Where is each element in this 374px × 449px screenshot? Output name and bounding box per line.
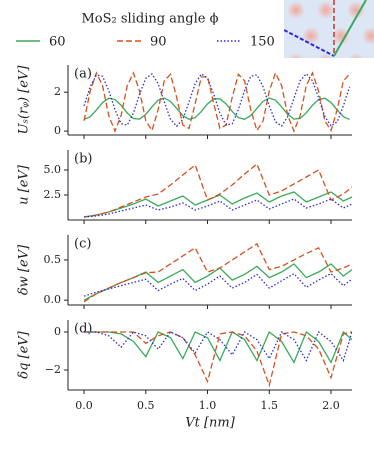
panel: −2 0 0.0 0.5 1.0 1.5 2.0 (d) δq [eV] Vt [nm] — [17, 320, 352, 431]
legend-label: 90 — [150, 35, 167, 50]
x-tick-label: 1.5 — [261, 399, 279, 412]
series-line — [83, 97, 350, 121]
panel: 0.0 0.5 (c) δw [eV] — [17, 235, 352, 309]
legend-title: MoS₂ sliding angle ϕ — [82, 12, 219, 27]
y-tick-label: 2 — [54, 85, 61, 98]
series-line — [83, 71, 350, 133]
y-axis-label: u [eV] — [17, 164, 32, 205]
legend: 60 90 150 — [16, 35, 275, 50]
panel-label: (b) — [74, 152, 92, 167]
x-tick-label: 0.5 — [137, 399, 155, 412]
plots: 0 2 (a) Uₛ(rᵩ) [eV] 2.5 5.0 (b) u [eV] 0.0 0.5 (c)… — [17, 65, 352, 431]
y-tick-label: 0 — [54, 124, 61, 137]
x-tick-label: 2.0 — [322, 399, 340, 412]
legend-label: 60 — [49, 35, 66, 50]
y-tick-label: 0.0 — [44, 293, 62, 306]
panel-label: (d) — [74, 322, 92, 337]
y-tick-label: 0 — [54, 325, 61, 338]
y-axis-label: δw [eV] — [17, 244, 32, 295]
y-tick-label: 2.5 — [44, 188, 62, 201]
series-line — [83, 272, 352, 297]
inset-image — [284, 0, 374, 58]
legend-label: 150 — [250, 35, 275, 50]
x-axis-label: Vt [nm] — [185, 416, 236, 431]
y-axis-label: δq [eV] — [17, 330, 32, 378]
series-line — [84, 330, 352, 363]
panel-label: (a) — [74, 67, 92, 82]
y-axis-label: Uₛ(rᵩ) [eV] — [17, 65, 32, 135]
x-tick-label: 1.0 — [199, 399, 217, 412]
series-line — [83, 162, 352, 218]
series-line — [84, 330, 352, 364]
y-tick-label: −2 — [45, 363, 61, 376]
panel: 0 2 (a) Uₛ(rᵩ) [eV] — [17, 65, 352, 139]
series-line — [83, 72, 351, 128]
series-line — [84, 331, 352, 388]
series-line — [83, 191, 352, 218]
y-tick-label: 0.5 — [44, 253, 62, 266]
panel-label: (c) — [74, 237, 91, 252]
series-line — [83, 242, 352, 303]
x-tick-label: 0.0 — [75, 399, 93, 412]
panel: 2.5 5.0 (b) u [eV] — [17, 150, 352, 224]
y-tick-label: 5.0 — [44, 163, 62, 176]
series-line — [83, 198, 352, 218]
series-line — [83, 263, 352, 301]
